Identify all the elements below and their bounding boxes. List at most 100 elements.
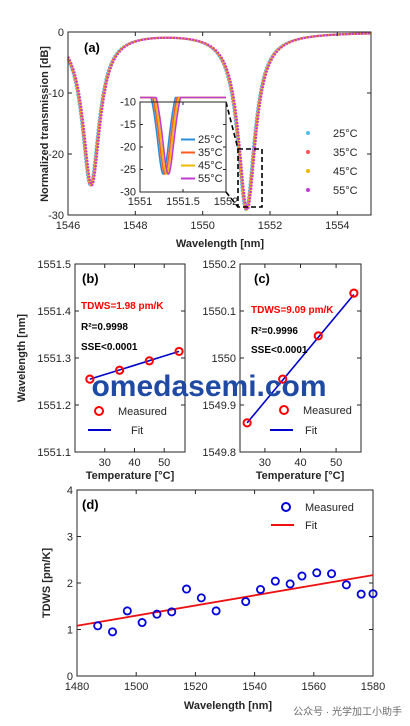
inset-xtick-label: 1552 bbox=[214, 196, 238, 208]
panel-c-sse: SSE<0.0001 bbox=[251, 345, 308, 356]
panel-c-xtick-label: 30 bbox=[259, 457, 271, 469]
panel-d-xtick-label: 1580 bbox=[361, 681, 385, 693]
panel-a-axes-box bbox=[67, 31, 372, 216]
panel-c-measured-point bbox=[313, 331, 323, 341]
panel-b-xtick-label: 30 bbox=[99, 457, 111, 469]
panel-d-measured-point bbox=[285, 579, 295, 589]
panel-c-ytick-label: 1550 bbox=[212, 353, 236, 365]
panel-d-xtick-label: 1540 bbox=[242, 681, 266, 693]
panel-d-legend: Measured Fit bbox=[271, 502, 354, 532]
inset-legend-entry-1: 35°C bbox=[198, 147, 223, 159]
panel-d-measured-point bbox=[108, 627, 118, 637]
panel-d-measured-point bbox=[122, 606, 132, 616]
panel-d-measured-point bbox=[137, 618, 147, 628]
panel-c-legend-measured: Measured bbox=[303, 405, 352, 417]
inset-ytick-label: -30 bbox=[120, 187, 136, 199]
zoom-connector-top bbox=[225, 101, 239, 150]
panel-b-measured-point bbox=[144, 356, 154, 366]
panel-d-ytick-label: 0 bbox=[67, 671, 73, 683]
panel-d-measured-point bbox=[297, 571, 307, 581]
panel-c-content: 30 40 50 1549.8 1549.9 1550 1550.1 1550.2 bbox=[202, 259, 361, 469]
panel-b-legend: Measured Fit bbox=[88, 406, 167, 437]
panel-b-ytick-label: 1551.4 bbox=[37, 306, 71, 318]
panel-c-ytick-label: 1549.9 bbox=[202, 400, 236, 412]
panel-c-r2: R²=0.9996 bbox=[251, 326, 298, 337]
panel-a-legend-entry-1: 35°C bbox=[333, 147, 358, 159]
panel-a-legend: 25°C 35°C 45°C 55°C bbox=[306, 128, 358, 197]
inset-legend: 25°C35°C45°C55°C bbox=[181, 134, 223, 185]
panel-d-measured-point bbox=[211, 606, 221, 616]
panel-a-legend-entry-0: 25°C bbox=[333, 128, 358, 140]
panel-b-label: (b) bbox=[82, 271, 99, 286]
panel-a-inset: 1551 1551.5 1552 -10 -15 -20 -25 -30 25°C35°C45… bbox=[120, 97, 238, 208]
panel-c-tdws: TDWS=9.09 pm/K bbox=[251, 305, 334, 316]
panel-b-legend-fit: Fit bbox=[131, 425, 143, 437]
inset-ytick-label: -20 bbox=[120, 142, 136, 154]
panel-b: 30 40 50 1551.1 1551.2 1551.3 1551.4 1551.5 (b)… bbox=[16, 259, 186, 482]
panel-c-legend-fit: Fit bbox=[305, 425, 317, 437]
panel-d-measured-point bbox=[256, 585, 266, 595]
panel-d-xtick-label: 1520 bbox=[183, 681, 207, 693]
panel-a-xtick-label: 1552 bbox=[258, 220, 282, 232]
panel-c-measured-point bbox=[349, 288, 359, 298]
panel-d-ylabel: TDWS [pm/K] bbox=[41, 548, 53, 619]
panel-a-ylabel: Normalized transmission [dB] bbox=[39, 46, 51, 202]
panel-b-ylabel: Wavelength [nm] bbox=[16, 314, 28, 403]
panel-b-legend-measured-marker bbox=[94, 406, 104, 416]
panel-d-measured-point bbox=[356, 589, 366, 599]
panel-a-ytick-label: -10 bbox=[48, 88, 64, 100]
panel-d-measured-point bbox=[327, 569, 337, 579]
panel-c-ytick-label: 1550.1 bbox=[202, 306, 236, 318]
panel-d-fit-line bbox=[76, 574, 374, 627]
panel-c-ytick-label: 1550.2 bbox=[202, 259, 236, 271]
panel-a-label: (a) bbox=[84, 40, 100, 55]
panel-b-ytick-label: 1551.3 bbox=[37, 353, 71, 365]
panel-b-fit-line bbox=[89, 350, 180, 380]
inset-curves bbox=[140, 96, 226, 175]
panel-a-curves bbox=[67, 32, 372, 212]
panel-d-ytick-label: 1 bbox=[67, 624, 73, 636]
inset-xtick-label: 1551.5 bbox=[166, 196, 200, 208]
inset-series-3 bbox=[140, 96, 226, 175]
panel-b-measured-point bbox=[174, 346, 184, 357]
panel-b-measured-point bbox=[85, 374, 95, 384]
panel-d-measured-point bbox=[241, 597, 251, 607]
panel-d-xtick-label: 1560 bbox=[302, 681, 326, 693]
panel-a-xtick-label: 1550 bbox=[190, 220, 214, 232]
panel-d-measured-point bbox=[368, 589, 378, 599]
panel-b-ytick-label: 1551.2 bbox=[37, 400, 71, 412]
zoom-region-box bbox=[237, 148, 263, 208]
panel-c-measured-point bbox=[242, 418, 252, 428]
panel-b-legend-measured: Measured bbox=[118, 406, 167, 418]
panel-a-legend-entry-3: 55°C bbox=[333, 185, 358, 197]
panel-b-sse: SSE<0.0001 bbox=[81, 342, 138, 353]
panel-b-measured-point bbox=[114, 365, 125, 375]
panel-d-label: (d) bbox=[82, 497, 99, 512]
panel-d-content: 1480 1500 1520 1540 1560 1580 0 1 2 3 4 bbox=[65, 485, 385, 693]
panel-a-legend-marker-2 bbox=[306, 169, 310, 173]
panel-c-xtick-label: 40 bbox=[294, 457, 306, 469]
panel-a-xtick-label: 1548 bbox=[123, 220, 147, 232]
source-credit: 公众号 · 光学加工小助手 bbox=[293, 705, 402, 718]
panel-b-r2: R²=0.9998 bbox=[81, 322, 128, 333]
panel-b-xlabel: Temperature [°C] bbox=[86, 470, 175, 482]
panel-d-ytick-label: 4 bbox=[67, 485, 73, 497]
panel-c-label: (c) bbox=[254, 271, 270, 286]
panel-d-measured-point bbox=[196, 593, 206, 603]
inset-legend-entry-0: 25°C bbox=[198, 134, 223, 146]
panel-d-measured-point bbox=[152, 609, 162, 619]
panel-d-measured-point bbox=[93, 621, 103, 631]
panel-d-measured-point bbox=[167, 607, 177, 617]
panel-c-xlabel: Temperature [°C] bbox=[256, 470, 345, 482]
panel-b-content: 30 40 50 1551.1 1551.2 1551.3 1551.4 1551.5 bbox=[37, 259, 185, 469]
panel-b-ytick-label: 1551.1 bbox=[37, 447, 71, 459]
panel-d-measured-point bbox=[182, 584, 192, 594]
inset-ticks: 1551 1551.5 1552 -10 -15 -20 -25 -30 bbox=[120, 97, 238, 208]
panel-c-ytick-label: 1549.8 bbox=[202, 447, 236, 459]
panel-b-xtick-label: 40 bbox=[128, 457, 140, 469]
panel-c-xtick-label: 50 bbox=[330, 457, 342, 469]
panel-c-legend: Measured Fit bbox=[270, 405, 352, 437]
panel-a-xtick-label: 1554 bbox=[325, 220, 349, 232]
